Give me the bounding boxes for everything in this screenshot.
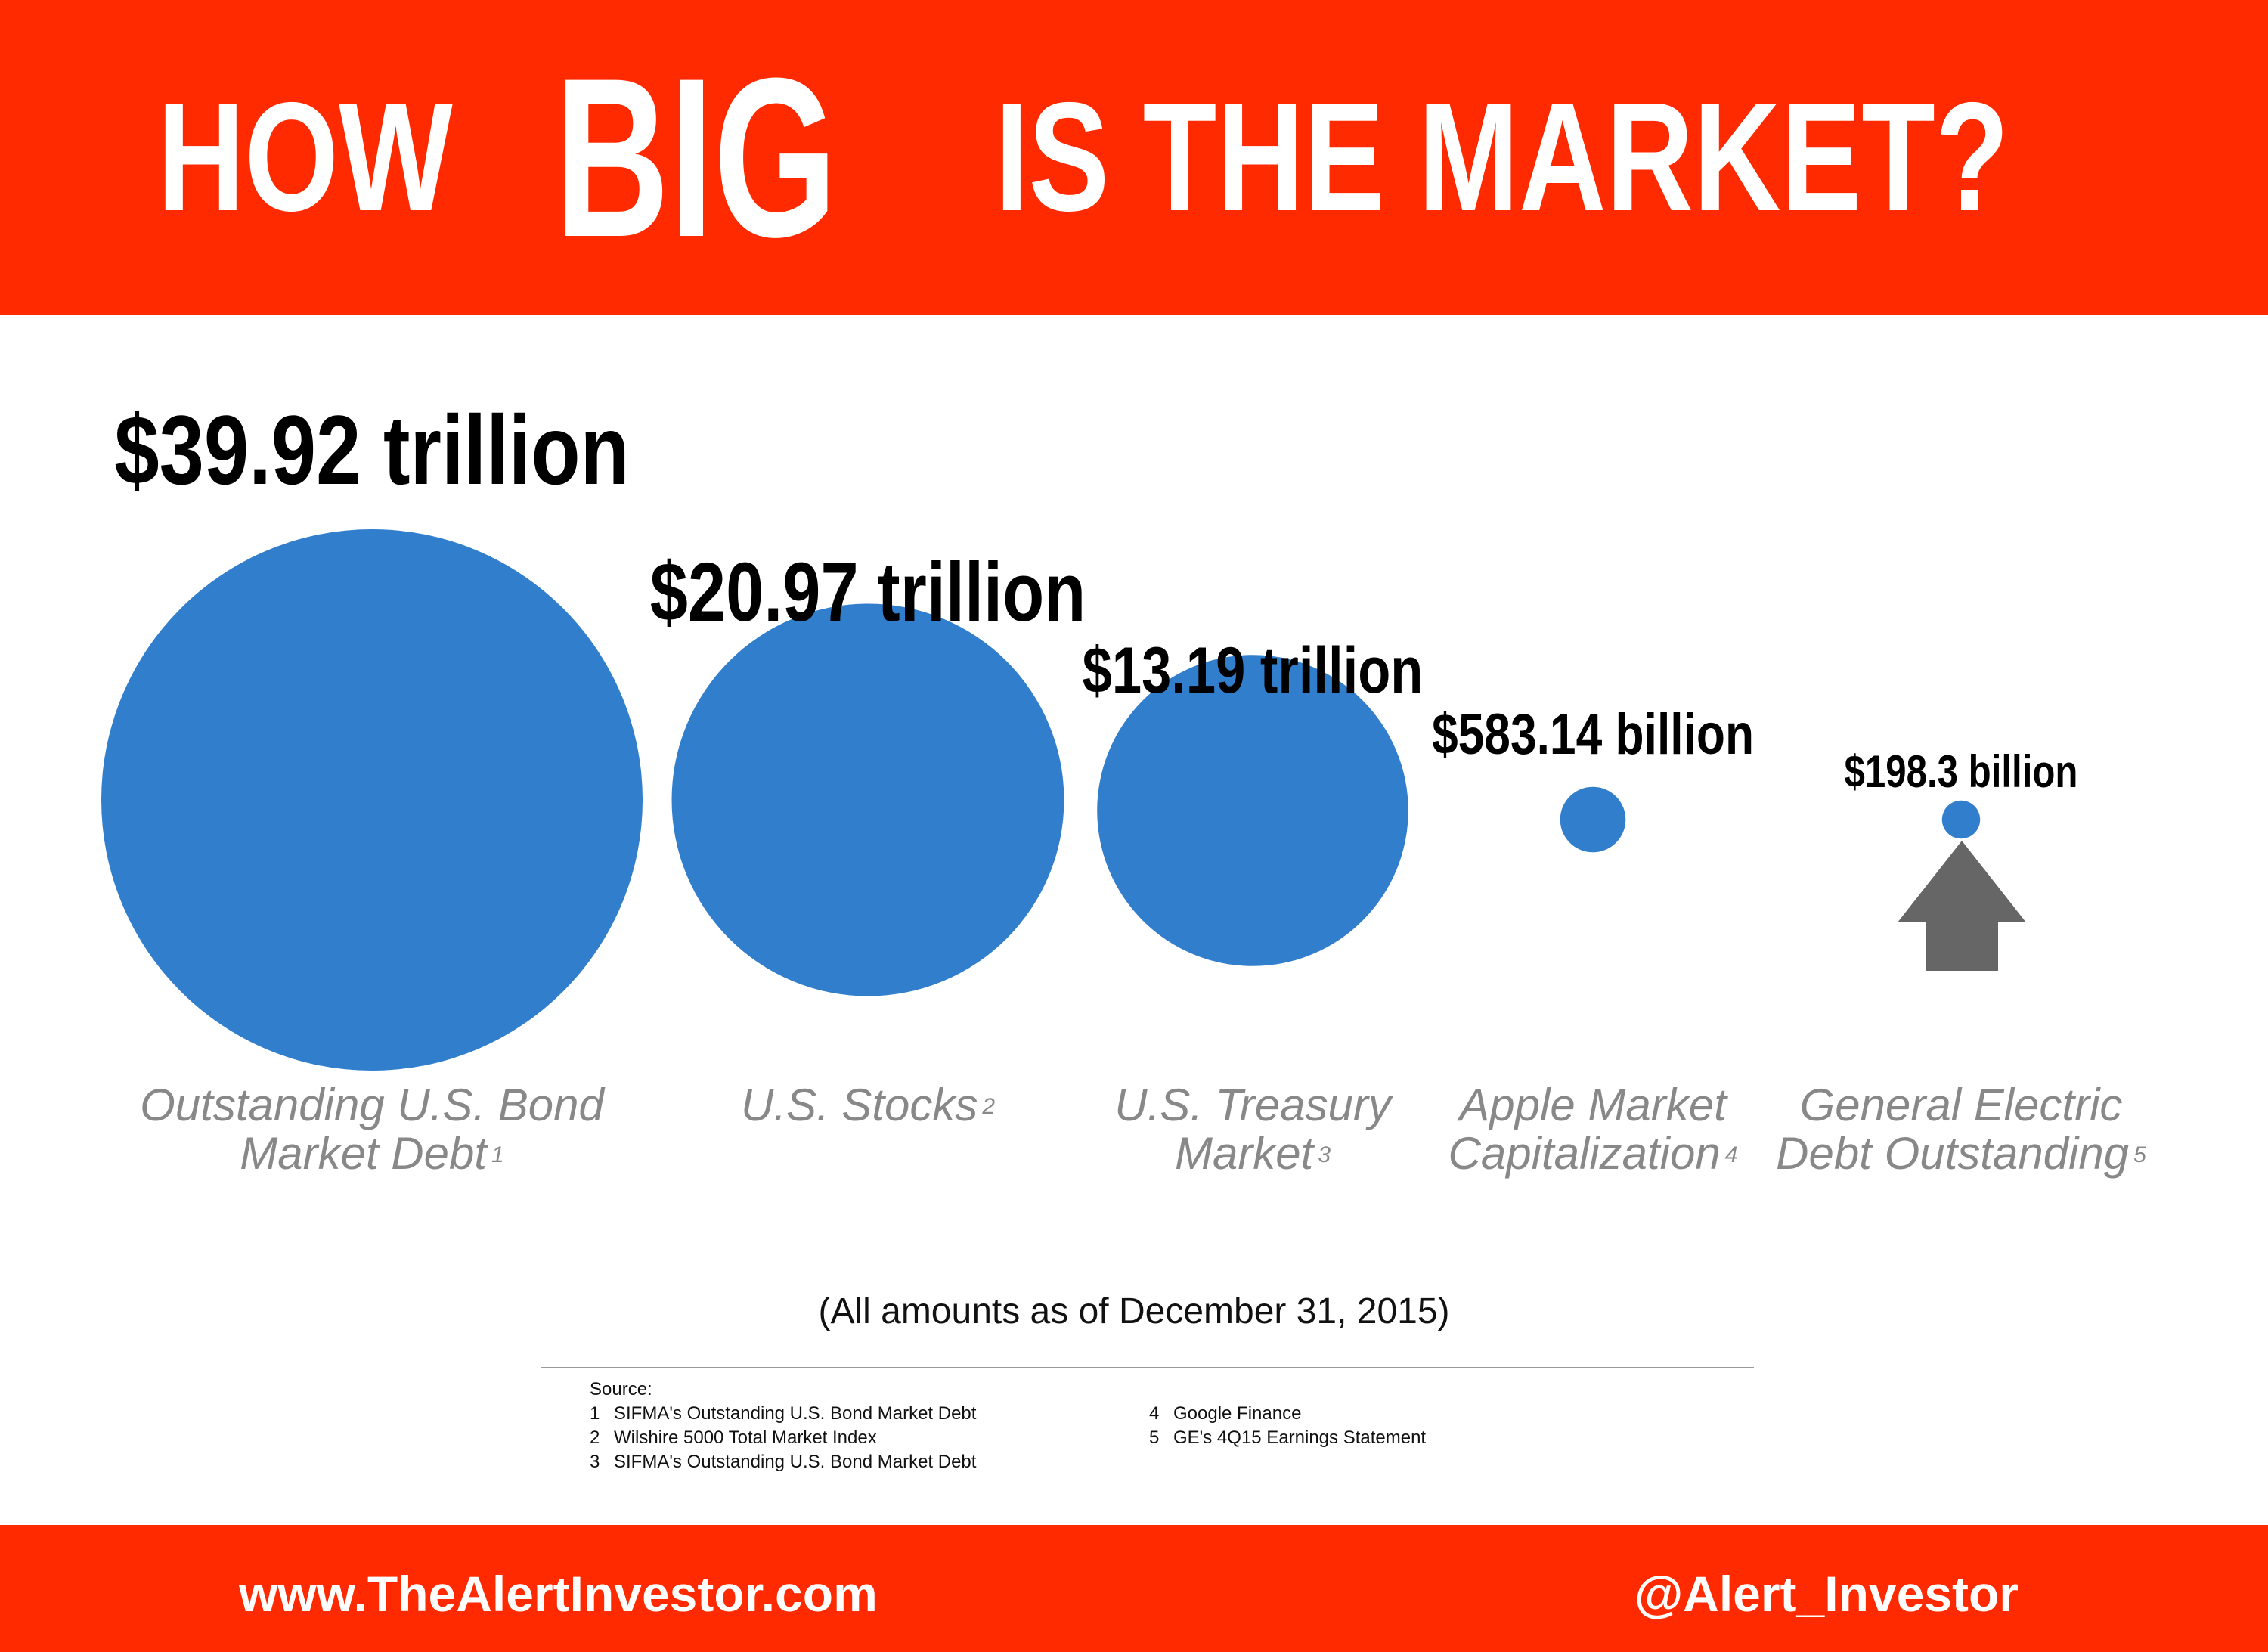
- category-label-line2: Debt Outstanding 5: [1776, 1128, 2146, 1179]
- date-note: (All amounts as of December 31, 2015): [818, 1291, 1450, 1331]
- category-label-line2: Capitalization 4: [1448, 1128, 1738, 1179]
- footnote-marker: 4: [1724, 1142, 1738, 1167]
- sources-heading: Source:: [590, 1379, 652, 1399]
- category-label-line1: Outstanding U.S. Bond: [140, 1080, 604, 1130]
- category-label-1: Outstanding U.S. Bond Market Debt 1: [140, 1081, 604, 1178]
- category-label-3: U.S. Treasury Market 3: [1114, 1081, 1391, 1178]
- category-label-4: Apple Market Capitalization 4: [1448, 1081, 1738, 1178]
- title-part1: HOW: [157, 70, 453, 243]
- category-label-line1: Apple Market: [1459, 1080, 1727, 1130]
- category-label-line2: Market 3: [1174, 1128, 1331, 1179]
- source-item-1: 1 SIFMA's Outstanding U.S. Bond Market De…: [590, 1403, 977, 1424]
- title-big-word: BIG: [554, 30, 838, 284]
- title-part2: IS THE MARKET?: [995, 70, 2009, 243]
- footnote-marker: 5: [2133, 1142, 2146, 1167]
- website-link[interactable]: www.TheAlertInvestor.com: [239, 1566, 878, 1622]
- footnote-marker: 3: [1318, 1142, 1331, 1167]
- value-label-3: $13.19 trillion: [1082, 634, 1424, 707]
- category-label-line1: General Electric: [1799, 1080, 2123, 1130]
- category-label-line1: U.S. Treasury: [1114, 1080, 1391, 1130]
- bubble-3: [1097, 655, 1408, 966]
- source-item-2: 2 Wilshire 5000 Total Market Index: [590, 1427, 877, 1448]
- footnote-marker: 1: [491, 1142, 504, 1167]
- source-item-5: 5 GE's 4Q15 Earnings Statement: [1149, 1427, 1427, 1448]
- value-label-5: $198.3 billion: [1844, 746, 2078, 797]
- category-label-2: U.S. Stocks 2: [741, 1081, 995, 1130]
- value-label-1: $39.92 trillion: [114, 395, 630, 505]
- sources-block: Source: 1 SIFMA's Outstanding U.S. Bond M…: [590, 1378, 1426, 1474]
- twitter-handle[interactable]: @Alert_Investor: [1634, 1566, 2019, 1622]
- divider: [541, 1367, 1754, 1368]
- up-arrow-icon: [1898, 841, 2026, 971]
- source-item-4: 4 Google Finance: [1149, 1403, 1302, 1424]
- source-item-3: 3 SIFMA's Outstanding U.S. Bond Market De…: [590, 1452, 977, 1472]
- bubble-5: [1941, 800, 1981, 839]
- bubble-chart: [101, 529, 1981, 1071]
- bubble-1: [101, 529, 643, 1071]
- bubble-4: [1560, 786, 1626, 853]
- value-label-4: $583.14 billion: [1431, 702, 1755, 767]
- header-banner: [0, 0, 2268, 315]
- footer-banner: [0, 1525, 2268, 1652]
- page-title: HOW BIG IS THE MARKET?: [0, 0, 2268, 315]
- value-label-2: $20.97 trillion: [649, 546, 1086, 639]
- footnote-marker: 2: [982, 1094, 996, 1119]
- category-label-line1: U.S. Stocks 2: [740, 1080, 996, 1130]
- category-label-line2: Market Debt 1: [240, 1128, 504, 1179]
- bubble-2: [671, 603, 1064, 996]
- category-label-5: General Electric Debt Outstanding 5: [1776, 1081, 2146, 1178]
